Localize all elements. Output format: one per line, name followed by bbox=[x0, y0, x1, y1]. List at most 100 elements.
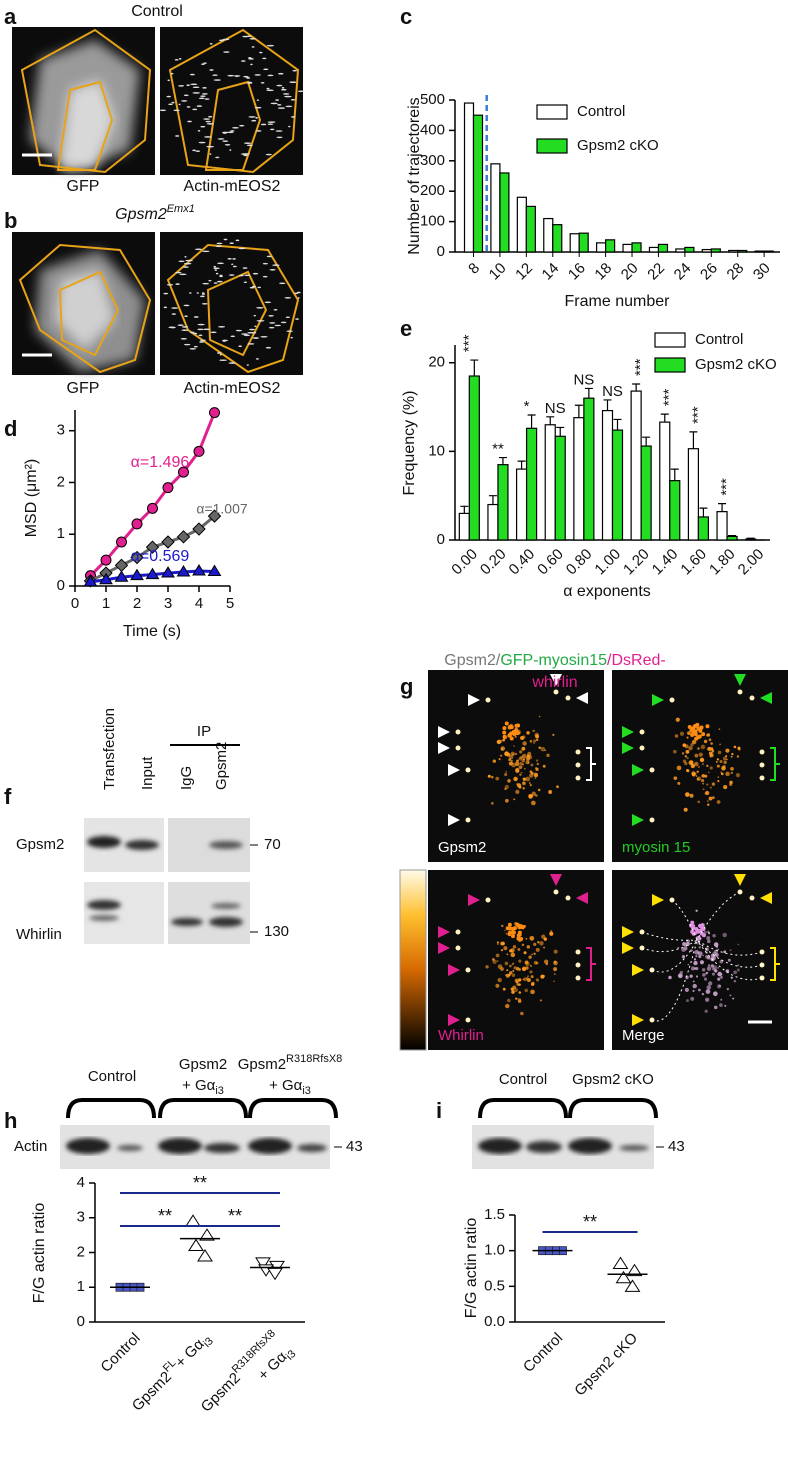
speckle bbox=[674, 734, 679, 738]
speckle bbox=[698, 752, 703, 757]
speckle bbox=[238, 274, 244, 277]
speckle bbox=[205, 120, 211, 123]
speckle bbox=[681, 752, 685, 755]
speckle bbox=[504, 961, 509, 966]
speckle bbox=[184, 315, 188, 318]
blot bbox=[168, 882, 250, 944]
arrowhead bbox=[550, 674, 562, 686]
speckle bbox=[183, 262, 192, 265]
speckle bbox=[232, 127, 239, 129]
speckle bbox=[521, 759, 525, 763]
marker bbox=[100, 554, 112, 566]
outline bbox=[18, 243, 152, 374]
panel-title: Control bbox=[131, 3, 183, 20]
mw-marker: 70 bbox=[264, 836, 281, 853]
speckle bbox=[689, 793, 694, 798]
speckle bbox=[717, 984, 722, 989]
speckle bbox=[725, 969, 730, 973]
speckle bbox=[213, 79, 222, 81]
speckle bbox=[497, 977, 502, 983]
speckle bbox=[290, 98, 296, 101]
marker bbox=[176, 530, 191, 544]
speckle bbox=[518, 765, 523, 770]
speckle bbox=[264, 301, 272, 304]
speckle bbox=[722, 764, 726, 769]
brace bbox=[478, 1098, 568, 1119]
speckle bbox=[686, 736, 689, 739]
speckle bbox=[282, 93, 290, 95]
speckle bbox=[686, 757, 689, 760]
significance-label: ** bbox=[583, 1212, 597, 1232]
speckle bbox=[677, 781, 681, 785]
x-tick-label: 8 bbox=[465, 260, 483, 278]
speckle bbox=[204, 136, 212, 138]
band bbox=[125, 840, 159, 850]
speckle bbox=[528, 955, 532, 959]
marker bbox=[176, 565, 191, 577]
y-tick-label: 10 bbox=[428, 442, 445, 459]
blot-bands bbox=[66, 1138, 327, 1154]
speckle bbox=[509, 736, 514, 741]
speckle bbox=[267, 121, 276, 123]
speckle bbox=[701, 774, 705, 778]
speckle bbox=[510, 948, 515, 953]
marker bbox=[207, 564, 222, 577]
speckle bbox=[175, 271, 182, 274]
speckle bbox=[553, 960, 557, 964]
speckle bbox=[203, 62, 207, 64]
speckle bbox=[170, 72, 174, 75]
marker bbox=[178, 466, 189, 478]
speckle bbox=[246, 144, 253, 147]
significance-label: NS bbox=[602, 383, 623, 400]
speckle bbox=[523, 767, 526, 770]
speckle bbox=[717, 967, 719, 969]
speckle bbox=[501, 924, 504, 928]
speckle bbox=[250, 63, 253, 66]
bar bbox=[648, 246, 660, 253]
speckle bbox=[232, 265, 237, 268]
speckle bbox=[704, 774, 708, 778]
significance-label: *** bbox=[718, 478, 735, 496]
y-tick-label: 400 bbox=[420, 121, 445, 138]
speckle bbox=[692, 980, 695, 983]
speckle bbox=[516, 782, 519, 786]
speckle bbox=[711, 972, 715, 976]
speckle bbox=[713, 991, 718, 997]
speckle bbox=[703, 977, 708, 981]
bar bbox=[497, 464, 509, 541]
bar bbox=[578, 232, 589, 253]
speckle bbox=[522, 787, 525, 790]
speckle bbox=[720, 998, 723, 1001]
speckle bbox=[719, 743, 721, 746]
speckle bbox=[512, 945, 517, 949]
marker bbox=[209, 407, 220, 419]
marker bbox=[192, 522, 206, 536]
speckle bbox=[526, 945, 531, 949]
filopodia-tip bbox=[759, 775, 765, 781]
column-label: Gpsm2 bbox=[213, 742, 230, 790]
speckle bbox=[714, 953, 719, 957]
speckle bbox=[217, 352, 222, 354]
speckle bbox=[722, 932, 727, 938]
speckle bbox=[213, 267, 220, 270]
speckle bbox=[252, 285, 257, 288]
speckle bbox=[189, 292, 192, 294]
speckle bbox=[273, 308, 278, 311]
outline bbox=[168, 28, 300, 174]
bar bbox=[458, 512, 470, 541]
speckle bbox=[281, 87, 285, 89]
speckle bbox=[499, 739, 503, 743]
speckle bbox=[243, 281, 247, 284]
speckle bbox=[215, 245, 223, 248]
speckle bbox=[249, 37, 256, 40]
speckle bbox=[229, 149, 232, 151]
x-tick-label: 0.00 bbox=[448, 546, 481, 579]
speckle bbox=[243, 334, 251, 337]
filopodia-tip bbox=[575, 949, 581, 955]
speckle bbox=[250, 331, 257, 334]
speckle bbox=[238, 345, 242, 348]
speckle bbox=[513, 745, 516, 747]
speckle bbox=[510, 934, 515, 939]
x-tick-label: Control bbox=[520, 1330, 566, 1376]
speckle bbox=[730, 771, 734, 775]
